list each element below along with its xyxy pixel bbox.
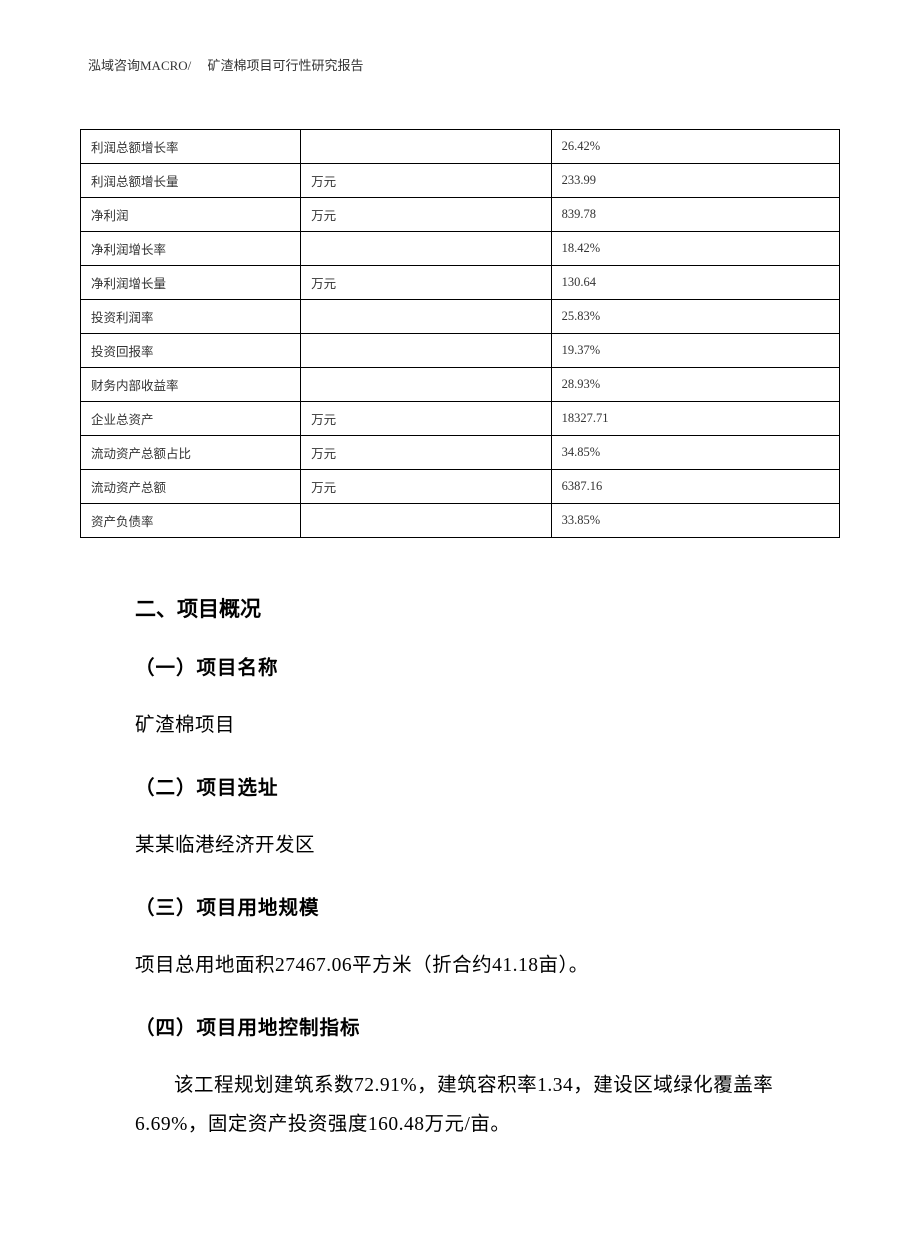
cell-label: 利润总额增长率	[81, 130, 301, 164]
cell-value: 19.37%	[551, 334, 839, 368]
cell-unit	[301, 130, 551, 164]
cell-value: 130.64	[551, 266, 839, 300]
section-heading: 二、项目概况	[135, 593, 830, 623]
table-row: 财务内部收益率 28.93%	[81, 368, 840, 402]
cell-label: 企业总资产	[81, 402, 301, 436]
cell-value: 34.85%	[551, 436, 839, 470]
cell-label: 净利润增长量	[81, 266, 301, 300]
cell-label: 流动资产总额占比	[81, 436, 301, 470]
cell-value: 28.93%	[551, 368, 839, 402]
cell-unit	[301, 334, 551, 368]
cell-value: 25.83%	[551, 300, 839, 334]
table-row: 流动资产总额 万元 6387.16	[81, 470, 840, 504]
cell-value: 18.42%	[551, 232, 839, 266]
subsection-heading-4: （四）项目用地控制指标	[135, 1011, 830, 1040]
cell-unit	[301, 504, 551, 538]
table-row: 利润总额增长量 万元 233.99	[81, 164, 840, 198]
cell-label: 财务内部收益率	[81, 368, 301, 402]
cell-label: 投资回报率	[81, 334, 301, 368]
financial-table: 利润总额增长率 26.42% 利润总额增长量 万元 233.99 净利润 万元 …	[80, 129, 840, 538]
subsection-heading-2: （二）项目选址	[135, 771, 830, 800]
cell-unit: 万元	[301, 198, 551, 232]
subsection-heading-3: （三）项目用地规模	[135, 891, 830, 920]
cell-label: 资产负债率	[81, 504, 301, 538]
cell-unit: 万元	[301, 402, 551, 436]
table-row: 投资利润率 25.83%	[81, 300, 840, 334]
cell-value: 26.42%	[551, 130, 839, 164]
cell-unit: 万元	[301, 266, 551, 300]
cell-value: 233.99	[551, 164, 839, 198]
cell-label: 净利润增长率	[81, 232, 301, 266]
subsection-heading-1: （一）项目名称	[135, 651, 830, 680]
page-header: 泓域咨询MACRO/ 矿渣棉项目可行性研究报告	[80, 55, 840, 74]
table-row: 流动资产总额占比 万元 34.85%	[81, 436, 840, 470]
cell-unit	[301, 368, 551, 402]
cell-unit: 万元	[301, 164, 551, 198]
table-row: 净利润 万元 839.78	[81, 198, 840, 232]
body-text-2: 某某临港经济开发区	[135, 826, 830, 865]
cell-value: 6387.16	[551, 470, 839, 504]
cell-label: 投资利润率	[81, 300, 301, 334]
cell-unit	[301, 300, 551, 334]
cell-unit: 万元	[301, 436, 551, 470]
table-row: 净利润增长量 万元 130.64	[81, 266, 840, 300]
cell-value: 33.85%	[551, 504, 839, 538]
table-row: 资产负债率 33.85%	[81, 504, 840, 538]
table-row: 企业总资产 万元 18327.71	[81, 402, 840, 436]
cell-label: 流动资产总额	[81, 470, 301, 504]
body-text-3: 项目总用地面积27467.06平方米（折合约41.18亩）。	[135, 946, 830, 985]
cell-label: 净利润	[81, 198, 301, 232]
table-row: 投资回报率 19.37%	[81, 334, 840, 368]
cell-value: 839.78	[551, 198, 839, 232]
body-text-1: 矿渣棉项目	[135, 706, 830, 745]
content-area: 二、项目概况 （一）项目名称 矿渣棉项目 （二）项目选址 某某临港经济开发区 （…	[80, 593, 840, 1144]
cell-label: 利润总额增长量	[81, 164, 301, 198]
table-row: 利润总额增长率 26.42%	[81, 130, 840, 164]
cell-unit	[301, 232, 551, 266]
table-body: 利润总额增长率 26.42% 利润总额增长量 万元 233.99 净利润 万元 …	[81, 130, 840, 538]
table-row: 净利润增长率 18.42%	[81, 232, 840, 266]
body-text-4: 该工程规划建筑系数72.91%，建筑容积率1.34，建设区域绿化覆盖率6.69%…	[135, 1066, 830, 1144]
cell-value: 18327.71	[551, 402, 839, 436]
page-container: 泓域咨询MACRO/ 矿渣棉项目可行性研究报告 利润总额增长率 26.42% 利…	[0, 0, 920, 1250]
cell-unit: 万元	[301, 470, 551, 504]
